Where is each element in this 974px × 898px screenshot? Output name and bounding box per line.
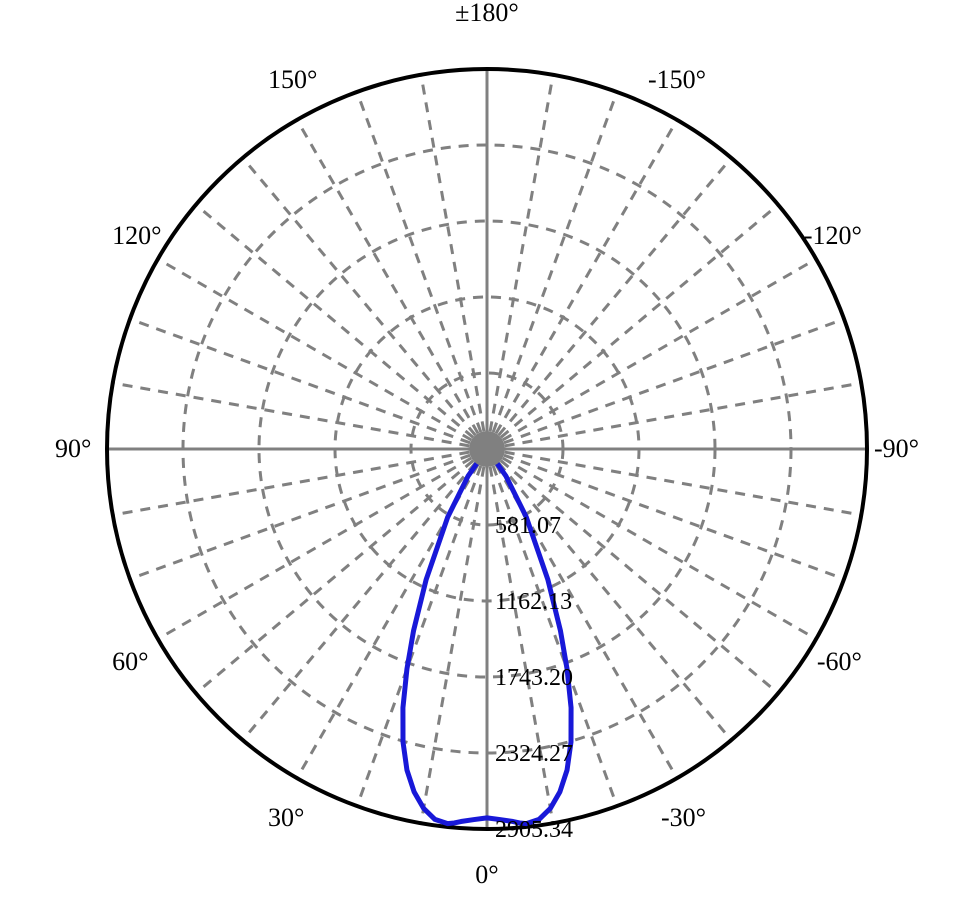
angle-label: 150° bbox=[268, 65, 317, 94]
radial-label: 581.07 bbox=[495, 513, 561, 539]
radial-label: 2905.34 bbox=[495, 817, 573, 843]
angle-label: -90° bbox=[874, 434, 919, 463]
radial-label: 2324.27 bbox=[495, 741, 573, 767]
angle-label: -60° bbox=[817, 647, 862, 676]
angle-label: 60° bbox=[112, 647, 148, 676]
center-dot bbox=[469, 431, 505, 467]
angle-label: 120° bbox=[112, 221, 161, 250]
angle-label: 30° bbox=[268, 803, 304, 832]
angle-label: -120° bbox=[804, 221, 862, 250]
radial-label: 1162.13 bbox=[495, 589, 572, 615]
radial-label: 1743.20 bbox=[495, 665, 573, 691]
angle-label: -30° bbox=[661, 803, 706, 832]
angle-label: 0° bbox=[475, 860, 498, 889]
angle-label: -150° bbox=[648, 65, 706, 94]
angle-label: ±180° bbox=[455, 0, 519, 27]
polar-chart: ±180° 150° 120° 90° 60° 30° 0° -30° -60° -90° -120… bbox=[0, 0, 974, 898]
angle-label: 90° bbox=[55, 434, 91, 463]
